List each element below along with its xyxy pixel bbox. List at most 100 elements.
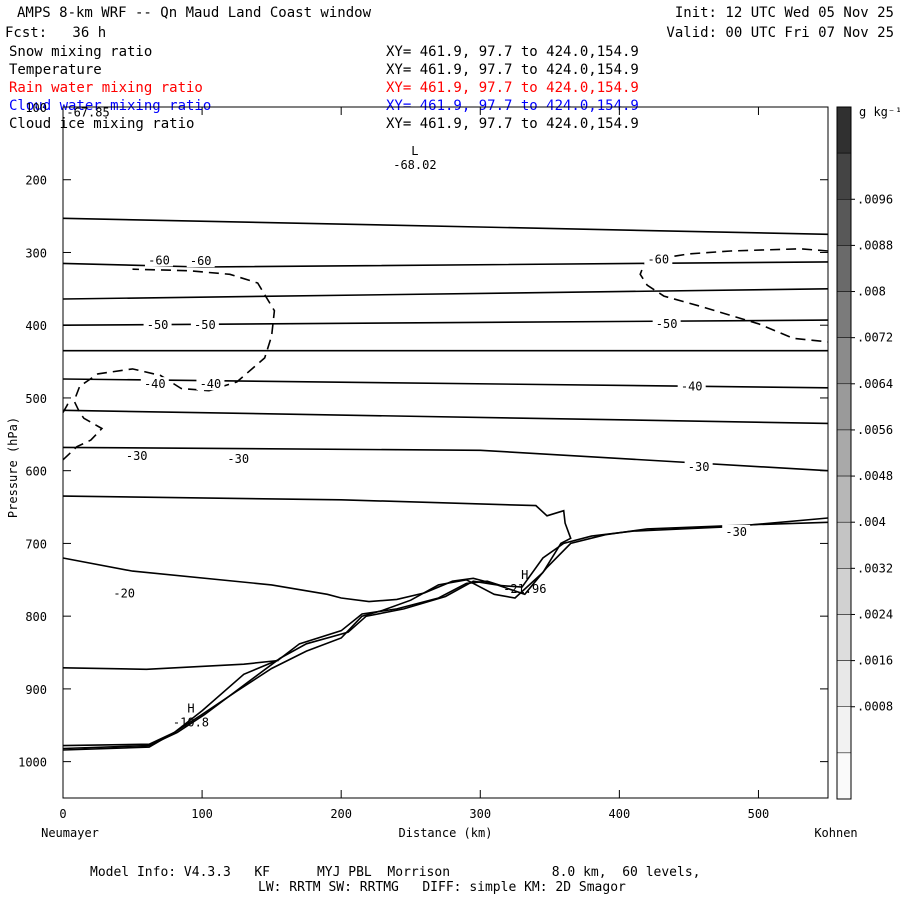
contour-label: -50 <box>147 318 169 332</box>
snow-mixing-contour <box>639 247 829 343</box>
colorbar-swatch <box>836 383 852 431</box>
field-label: Temperature <box>9 62 102 78</box>
isotherm-line <box>62 319 829 326</box>
colorbar-swatch <box>836 291 852 338</box>
contour-label-bg <box>652 316 681 330</box>
x-tick-label: 0 <box>59 807 66 821</box>
contour-label-bg <box>144 253 173 267</box>
x-tick-label: 200 <box>330 807 352 821</box>
colorbar-swatch <box>836 706 852 754</box>
contour-label-bg <box>186 254 215 268</box>
colorbar-swatch <box>836 245 852 292</box>
contour-label: -30 <box>227 452 249 466</box>
extremum-value: -21.96 <box>503 582 546 596</box>
colorbar-swatch <box>836 152 852 200</box>
contour-label-bg <box>110 586 139 600</box>
y-tick-label: 600 <box>25 465 47 479</box>
isotherm-line <box>62 217 829 236</box>
colorbar-label: .0096 <box>857 192 893 206</box>
colorbar-swatch <box>836 752 852 800</box>
field-xy-range: XY= 461.9, 97.7 to 424.0,154.9 <box>386 44 639 60</box>
contour-label-bg <box>644 252 673 266</box>
x-tick-label: 400 <box>609 807 631 821</box>
contour-label-bg <box>684 460 713 474</box>
colorbar-swatch <box>836 521 852 569</box>
contour-label: -40 <box>144 377 166 391</box>
field-xy-range: XY= 461.9, 97.7 to 424.0,154.9 <box>386 98 639 114</box>
isotherm-line <box>62 288 829 300</box>
y-tick-label: 500 <box>25 392 47 406</box>
contour-label: -50 <box>656 317 678 331</box>
contour-label: -30 <box>126 449 148 463</box>
x-axis-label: Distance (km) <box>399 826 493 840</box>
y-tick-label: 100 <box>25 101 47 115</box>
colorbar-unit: g kg⁻¹ <box>859 105 900 119</box>
plot-frame <box>62 106 829 799</box>
colorbar-swatch <box>836 337 852 385</box>
extremum-value: -67.85 <box>66 105 109 119</box>
extremum-value: -68.02 <box>393 158 436 172</box>
contour-label-bg <box>143 318 172 332</box>
colorbar-label: .0056 <box>857 423 893 437</box>
contour-label-bg <box>677 379 706 393</box>
field-label: Snow mixing ratio <box>9 44 153 60</box>
isotherm-line <box>62 659 279 671</box>
extremum-value: -10.8 <box>173 716 209 730</box>
y-tick-label: 200 <box>25 174 47 188</box>
y-tick-label: 800 <box>25 610 47 624</box>
colorbar-label: .004 <box>857 515 886 529</box>
colorbar-swatch <box>836 614 852 661</box>
y-tick-label: 300 <box>25 246 47 260</box>
y-axis-label: Pressure (hPa) <box>6 417 20 518</box>
x-start-label: Neumayer <box>41 826 99 840</box>
x-tick-label: 500 <box>748 807 770 821</box>
valid-time: Valid: 00 UTC Fri 07 Nov 25 <box>666 25 894 41</box>
x-tick-label: 300 <box>469 807 491 821</box>
plot-title: AMPS 8-km WRF -- Qn Maud Land Coast wind… <box>17 5 372 21</box>
colorbar-label: .0088 <box>857 238 893 252</box>
isotherm-line <box>62 521 829 750</box>
field-xy-range: XY= 461.9, 97.7 to 424.0,154.9 <box>386 62 639 78</box>
colorbar-label: .0032 <box>857 561 893 575</box>
contour-label: -60 <box>190 254 212 268</box>
contour-label: -30 <box>725 525 747 539</box>
colorbar-swatch <box>836 199 852 246</box>
contour-label-bg <box>722 524 751 538</box>
contour-label-bg <box>190 318 219 332</box>
snow-mixing-contour <box>62 397 71 413</box>
isotherm-line <box>62 517 829 747</box>
y-tick-label: 400 <box>25 319 47 333</box>
field-label: Cloud water mixing ratio <box>9 98 212 114</box>
contour-label: -50 <box>194 318 216 332</box>
contour-label-bg <box>122 449 151 463</box>
contour-label: -40 <box>681 379 703 393</box>
contour-label-bg <box>196 377 225 391</box>
x-end-label: Kohnen <box>814 826 857 840</box>
isotherm-line <box>62 261 829 268</box>
contour-label-bg <box>140 377 169 391</box>
snow-mixing-contour <box>62 268 276 461</box>
colorbar-swatch <box>836 568 852 615</box>
contour-label-bg <box>224 452 253 466</box>
extremum-marker: H <box>187 702 194 716</box>
field-label: Cloud ice mixing ratio <box>9 116 195 132</box>
field-xy-range: XY= 461.9, 97.7 to 424.0,154.9 <box>386 80 639 96</box>
isotherm-line <box>62 495 572 751</box>
field-xy-range: XY= 461.9, 97.7 to 424.0,154.9 <box>386 116 639 132</box>
colorbar-label: .0008 <box>857 700 893 714</box>
y-tick-label: 1000 <box>18 756 47 770</box>
colorbar-label: .0048 <box>857 469 893 483</box>
model-info-line1: Model Info: V4.3.3 KF MYJ PBL Morrison 8… <box>90 865 701 880</box>
model-info-line2: LW: RRTM SW: RRTMG DIFF: simple KM: 2D S… <box>258 880 626 895</box>
x-tick-label: 100 <box>191 807 213 821</box>
init-time: Init: 12 UTC Wed 05 Nov 25 <box>674 5 894 21</box>
extremum-marker: H <box>521 568 528 582</box>
colorbar-label: .0072 <box>857 331 893 345</box>
colorbar-label: .008 <box>857 285 886 299</box>
colorbar-swatch <box>836 475 852 523</box>
contour-label: -60 <box>647 253 669 267</box>
isotherm-line <box>62 409 829 425</box>
colorbar-swatch <box>836 429 852 477</box>
colorbar-swatch <box>836 660 852 707</box>
